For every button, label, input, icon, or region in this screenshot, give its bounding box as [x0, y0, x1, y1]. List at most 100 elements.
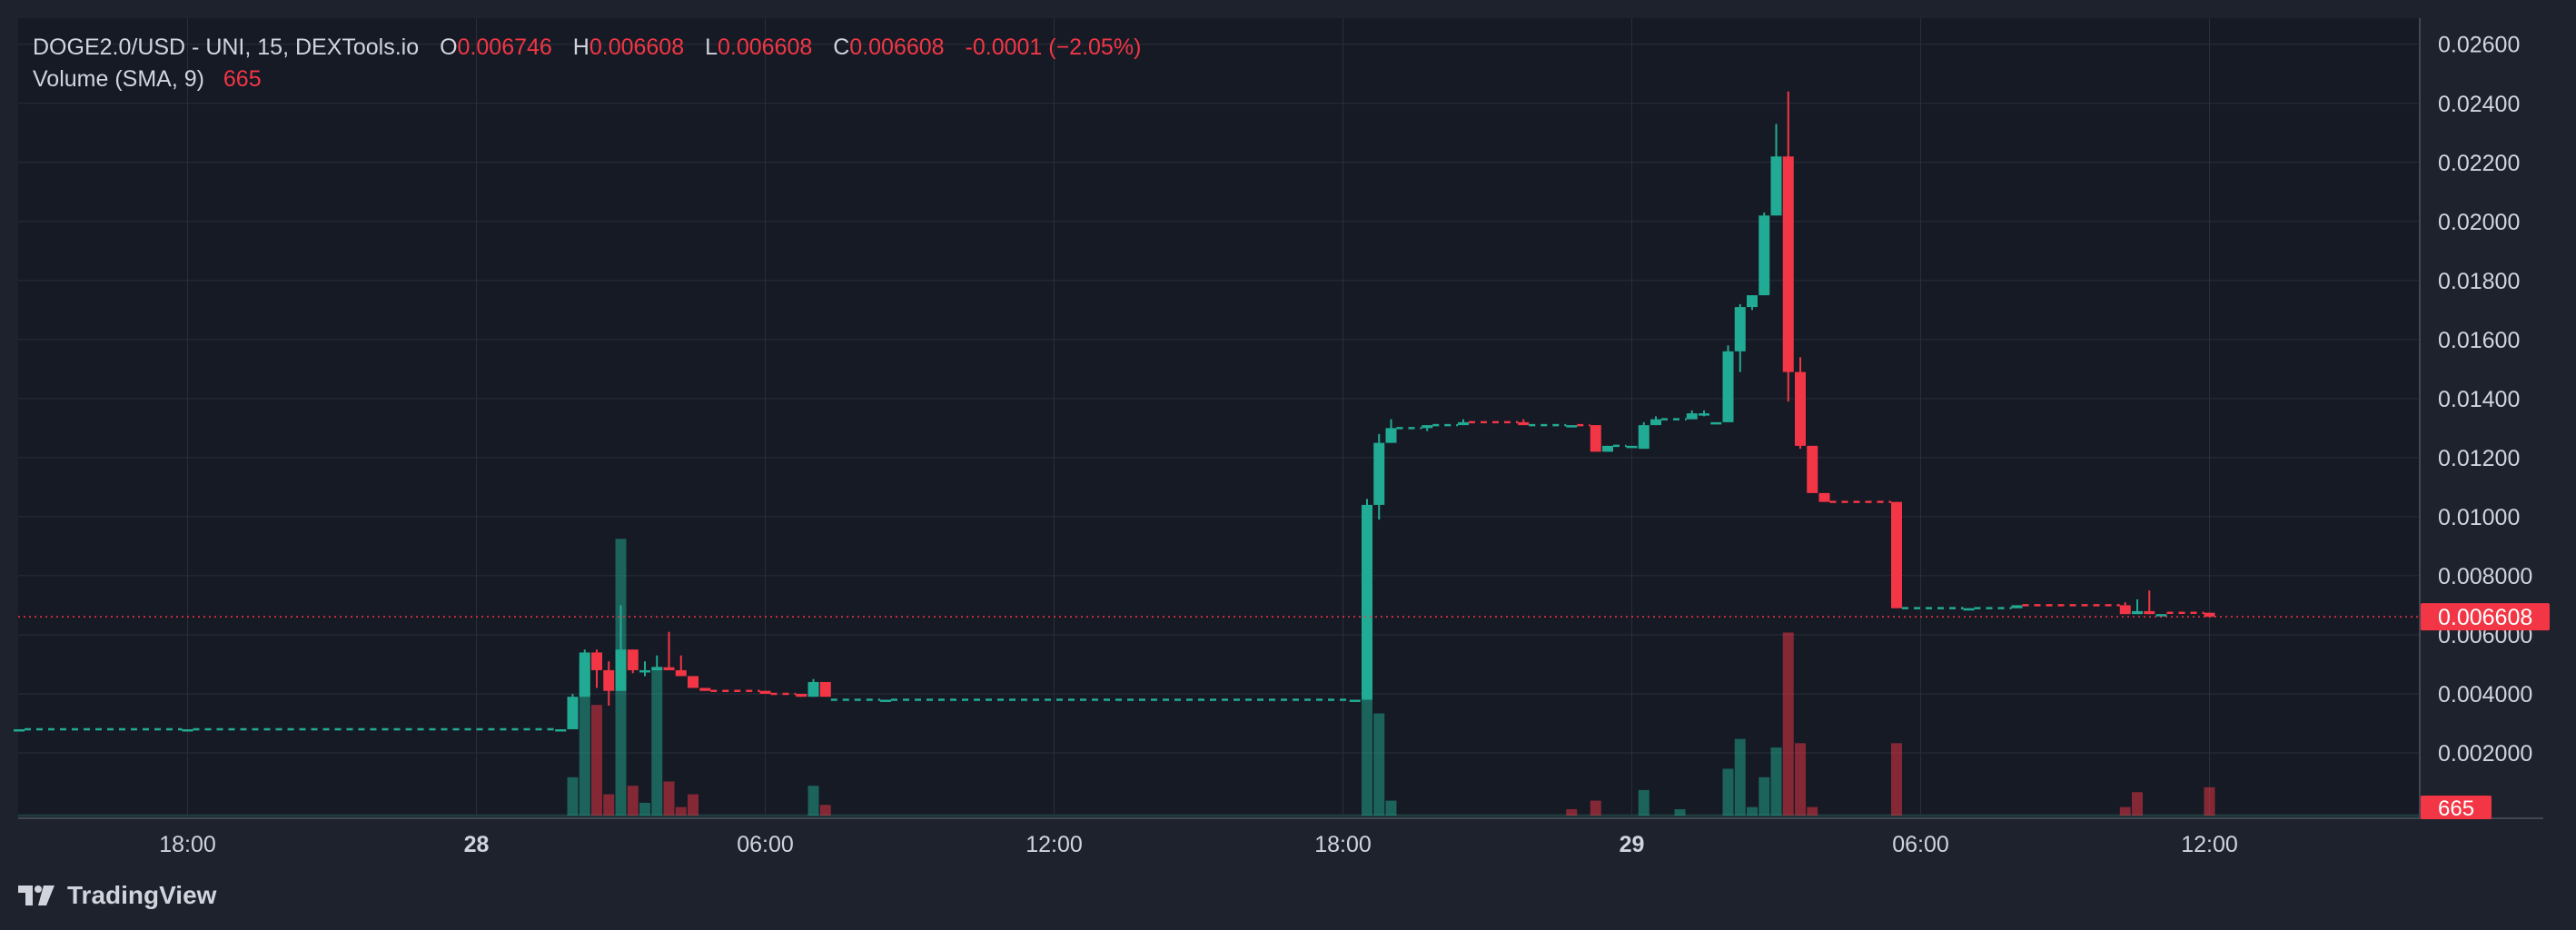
candle-body: [627, 649, 639, 670]
symbol-title[interactable]: DOGE2.0/USD - UNI, 15, DEXTools.io: [33, 35, 420, 60]
time-tick-label: 18:00: [159, 832, 216, 857]
candle-body: [1963, 608, 1975, 611]
last-price-tag: [2421, 603, 2550, 631]
candle-body: [1759, 215, 1770, 296]
volume-title[interactable]: Volume (SMA, 9): [33, 66, 204, 92]
candle-body: [1349, 699, 1361, 702]
volume-value-tag: [2421, 796, 2492, 819]
price-tick-label: 0.004000: [2438, 682, 2532, 707]
volume-bar: [819, 805, 831, 816]
candle-body: [880, 699, 891, 702]
candle-body: [1602, 445, 1613, 452]
candle-body: [759, 690, 771, 694]
volume-bar: [688, 794, 698, 816]
plot-area[interactable]: [18, 18, 2420, 818]
volume-bar: [1891, 743, 1902, 816]
change-value: -0.0001 (−2.05%): [965, 35, 1142, 60]
volume-bar: [1674, 808, 1686, 816]
volume-bar: [807, 786, 819, 816]
volume-bar: [1795, 743, 1806, 816]
volume-bar: [2132, 792, 2143, 816]
volume-pane: [18, 539, 2420, 817]
candle-body: [2204, 612, 2215, 618]
price-tick-label: 0.01800: [2438, 269, 2520, 294]
open-value: 0.006746: [457, 35, 552, 60]
price-tick-label: 0.02600: [2438, 33, 2520, 58]
candle-body: [675, 669, 687, 677]
candle-body: [1650, 419, 1661, 426]
volume-bar: [1734, 738, 1746, 816]
price-tick-label: 0.02400: [2438, 92, 2520, 117]
high-key: H: [572, 35, 590, 60]
candle-body: [603, 669, 615, 691]
tradingview-brand[interactable]: TradingView: [67, 881, 217, 909]
candle-body: [1795, 371, 1806, 446]
price-axis[interactable]: 0.02600 0.02400 0.02200 0.02000 0.01800 0.016…: [2438, 33, 2532, 767]
candle-body: [2011, 605, 2023, 608]
grid: [18, 18, 2420, 818]
volume-bar: [1807, 806, 1818, 816]
candle-body: [1373, 442, 1385, 505]
candle-body: [1686, 413, 1698, 420]
volume-bar: [1722, 768, 1734, 816]
time-tick-label: 29: [1620, 832, 1645, 857]
volume-bar: [651, 666, 663, 816]
candle-body: [2132, 610, 2143, 615]
candle-body: [651, 667, 663, 670]
volume-bar: [1759, 777, 1770, 816]
price-tick-label: 0.01200: [2438, 446, 2520, 471]
volume-bar: [1385, 800, 1397, 816]
candle-body: [1747, 295, 1758, 308]
candle-body: [1722, 351, 1734, 422]
footer[interactable]: TradingView: [18, 881, 216, 910]
volume-bar: [1638, 789, 1650, 816]
price-tick-label: 0.01000: [2438, 505, 2520, 530]
volume-bar: [2119, 806, 2131, 816]
volume-bar: [1782, 632, 1794, 816]
price-tick-label: 0.002000: [2438, 741, 2532, 767]
close-value: 0.006608: [849, 35, 945, 60]
candle-body: [1807, 445, 1818, 493]
candle-body: [1458, 421, 1469, 426]
candle-body: [182, 728, 193, 732]
candle-body: [1518, 421, 1530, 426]
candle-body: [2144, 610, 2155, 615]
symbol-legend[interactable]: DOGE2.0/USD - UNI, 15, DEXTools.io O0.00…: [33, 35, 1141, 61]
candle-body: [663, 667, 675, 670]
candle-body: [2155, 614, 2167, 617]
price-tick-label: 0.008000: [2438, 564, 2532, 589]
volume-legend[interactable]: Volume (SMA, 9) 665: [33, 66, 262, 93]
candle-body: [1770, 156, 1782, 216]
price-tick-label: 0.01600: [2438, 328, 2520, 353]
volume-bar: [675, 806, 687, 816]
time-tick-label: 12:00: [2181, 832, 2238, 857]
candle-body: [1626, 445, 1638, 449]
price-tick-label: 0.02000: [2438, 210, 2520, 235]
price-tick-label: 0.02200: [2438, 151, 2520, 176]
tradingview-logo-icon: [18, 885, 54, 905]
candle-body: [591, 652, 602, 670]
candle-body: [639, 669, 650, 673]
volume-bar: [2204, 787, 2215, 816]
low-key: L: [705, 35, 718, 60]
candle-body: [579, 652, 590, 698]
volume-value-label: 665: [2438, 796, 2474, 821]
candle-body: [1699, 413, 1709, 416]
candle-body: [1385, 428, 1397, 443]
time-axis[interactable]: 18:00 28 06:00 12:00 18:00 29 06:00 12:00: [159, 832, 2238, 857]
candle-body: [2119, 605, 2131, 615]
volume-bar: [603, 794, 615, 816]
volume-bar: [1362, 675, 1372, 816]
volume-bar: [1373, 713, 1385, 816]
volume-bar: [1590, 800, 1601, 816]
candle-body: [1734, 307, 1746, 351]
open-key: O: [440, 35, 458, 60]
volume-bar: [663, 781, 675, 816]
candle-body: [819, 681, 831, 698]
volume-bar: [627, 786, 639, 816]
candle-body: [1422, 425, 1433, 429]
volume-bar: [1770, 747, 1782, 816]
candles: [14, 91, 2215, 732]
volume-bar: [1566, 808, 1578, 816]
